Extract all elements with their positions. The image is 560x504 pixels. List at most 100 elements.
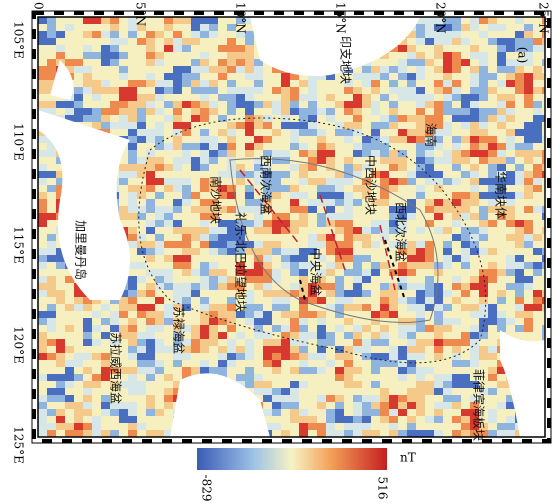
- anomaly-cell: [137, 59, 146, 66]
- anomaly-cell: [299, 213, 308, 220]
- anomaly-cell: [353, 101, 362, 108]
- anomaly-cell: [155, 227, 164, 234]
- anomaly-cell: [524, 38, 533, 45]
- anomaly-cell: [380, 311, 389, 318]
- anomaly-cell: [452, 213, 461, 220]
- anomaly-cell: [389, 122, 398, 129]
- anomaly-cell: [236, 157, 245, 164]
- anomaly-cell: [416, 234, 425, 241]
- anomaly-cell: [245, 122, 254, 129]
- anomaly-cell: [128, 255, 137, 262]
- anomaly-cell: [191, 178, 200, 185]
- anomaly-cell: [74, 108, 83, 115]
- anomaly-cell: [515, 122, 524, 129]
- anomaly-cell: [74, 367, 83, 374]
- anomaly-cell: [272, 332, 281, 339]
- anomaly-cell: [452, 311, 461, 318]
- anomaly-cell: [173, 171, 182, 178]
- anomaly-cell: [173, 388, 182, 395]
- anomaly-cell: [461, 297, 470, 304]
- anomaly-cell: [281, 101, 290, 108]
- anomaly-cell: [263, 213, 272, 220]
- anomaly-cell: [434, 87, 443, 94]
- anomaly-cell: [308, 325, 317, 332]
- anomaly-cell: [380, 122, 389, 129]
- anomaly-cell: [362, 220, 371, 227]
- anomaly-cell: [317, 150, 326, 157]
- anomaly-cell: [164, 290, 173, 297]
- anomaly-cell: [236, 94, 245, 101]
- anomaly-cell: [92, 122, 101, 129]
- anomaly-cell: [479, 101, 488, 108]
- anomaly-cell: [443, 304, 452, 311]
- anomaly-cell: [38, 381, 47, 388]
- anomaly-cell: [128, 227, 137, 234]
- anomaly-cell: [83, 73, 92, 80]
- anomaly-cell: [146, 234, 155, 241]
- anomaly-cell: [101, 115, 110, 122]
- anomaly-cell: [110, 430, 119, 437]
- anomaly-cell: [425, 59, 434, 66]
- anomaly-cell: [416, 346, 425, 353]
- anomaly-cell: [425, 115, 434, 122]
- anomaly-cell: [497, 206, 506, 213]
- anomaly-cell: [353, 283, 362, 290]
- anomaly-cell: [155, 143, 164, 150]
- anomaly-cell: [164, 318, 173, 325]
- anomaly-cell: [416, 38, 425, 45]
- anomaly-cell: [245, 234, 254, 241]
- anomaly-cell: [146, 80, 155, 87]
- anomaly-cell: [299, 150, 308, 157]
- anomaly-cell: [443, 381, 452, 388]
- anomaly-cell: [308, 94, 317, 101]
- anomaly-cell: [398, 171, 407, 178]
- anomaly-cell: [353, 255, 362, 262]
- anomaly-cell: [479, 353, 488, 360]
- anomaly-cell: [236, 234, 245, 241]
- anomaly-cell: [371, 402, 380, 409]
- anomaly-cell: [506, 185, 515, 192]
- anomaly-cell: [524, 332, 533, 339]
- anomaly-cell: [173, 94, 182, 101]
- anomaly-cell: [200, 353, 209, 360]
- anomaly-cell: [524, 220, 533, 227]
- anomaly-cell: [209, 227, 218, 234]
- anomaly-cell: [92, 367, 101, 374]
- anomaly-cell: [128, 367, 137, 374]
- anomaly-cell: [497, 416, 506, 423]
- anomaly-cell: [227, 136, 236, 143]
- anomaly-cell: [416, 94, 425, 101]
- anomaly-cell: [452, 45, 461, 52]
- anomaly-cell: [335, 416, 344, 423]
- anomaly-cell: [101, 94, 110, 101]
- anomaly-cell: [92, 311, 101, 318]
- anomaly-cell: [200, 171, 209, 178]
- anomaly-cell: [155, 45, 164, 52]
- anomaly-cell: [155, 381, 164, 388]
- anomaly-cell: [191, 339, 200, 346]
- anomaly-cell: [308, 248, 317, 255]
- anomaly-cell: [479, 136, 488, 143]
- anomaly-cell: [443, 353, 452, 360]
- anomaly-cell: [182, 199, 191, 206]
- anomaly-cell: [56, 164, 65, 171]
- anomaly-cell: [407, 283, 416, 290]
- anomaly-cell: [308, 311, 317, 318]
- anomaly-cell: [326, 346, 335, 353]
- anomaly-cell: [65, 101, 74, 108]
- anomaly-cell: [119, 332, 128, 339]
- anomaly-cell: [452, 255, 461, 262]
- anomaly-cell: [461, 164, 470, 171]
- anomaly-cell: [533, 304, 542, 311]
- anomaly-cell: [254, 304, 263, 311]
- anomaly-cell: [137, 360, 146, 367]
- anomaly-cell: [110, 416, 119, 423]
- anomaly-cell: [272, 311, 281, 318]
- anomaly-cell: [470, 353, 479, 360]
- anomaly-cell: [119, 59, 128, 66]
- anomaly-cell: [443, 346, 452, 353]
- anomaly-cell: [245, 367, 254, 374]
- anomaly-cell: [353, 178, 362, 185]
- anomaly-cell: [47, 255, 56, 262]
- anomaly-cell: [236, 31, 245, 38]
